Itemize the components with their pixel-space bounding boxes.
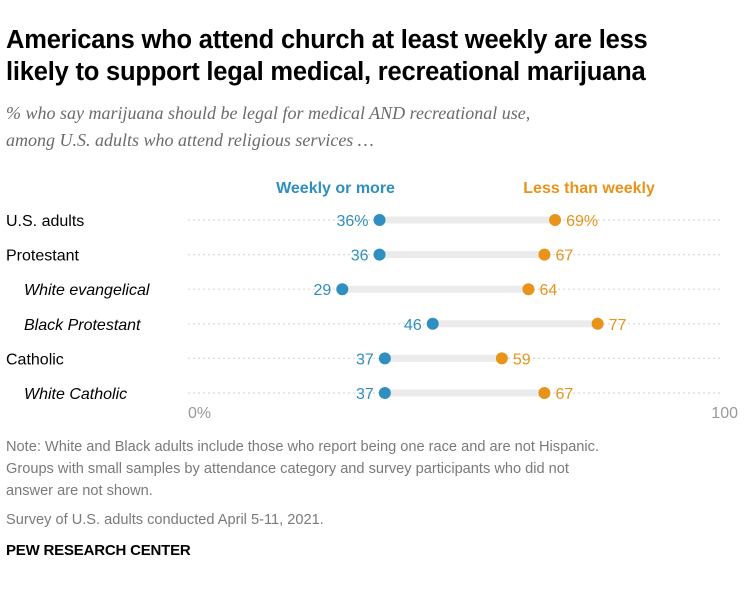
range-bar-protestant — [379, 251, 545, 259]
value-label-weekly-u-s-adults: 36% — [336, 213, 368, 230]
note-line-1: Note: White and Black adults include tho… — [6, 439, 600, 455]
dot-weekly-black-protestant — [426, 317, 439, 330]
value-label-less-than-weekly-white-catholic: 67 — [555, 386, 573, 403]
dot-weekly-white-catholic — [378, 387, 391, 399]
value-label-weekly-black-protestant: 46 — [404, 317, 422, 334]
axis-tick-label-max: 100 — [711, 405, 738, 422]
axis-tick-label-min: 0% — [188, 405, 211, 422]
legend-less-than-weekly: Less than weekly — [523, 180, 655, 197]
dot-less-than-weekly-white-catholic — [538, 387, 551, 399]
category-label-u-s-adults: U.S. adults — [6, 213, 84, 230]
dot-less-than-weekly-protestant — [538, 248, 551, 261]
legend-weekly-or-more: Weekly or more — [276, 180, 395, 197]
category-label-catholic: Catholic — [6, 351, 64, 368]
note-line-3: answer are not shown. — [6, 483, 153, 499]
value-label-less-than-weekly-protestant: 67 — [555, 248, 573, 265]
dot-less-than-weekly-white-evangelical — [522, 283, 535, 296]
value-label-less-than-weekly-white-evangelical: 64 — [539, 282, 557, 299]
chart-title-line-2: likely to support legal medical, recreat… — [6, 58, 646, 86]
value-label-weekly-protestant: 36 — [351, 248, 369, 265]
value-label-less-than-weekly-black-protestant: 77 — [609, 317, 627, 334]
range-bar-u-s-adults — [379, 216, 556, 224]
category-label-white-evangelical: White evangelical — [24, 282, 150, 299]
chart-subtitle: % who say marijuana should be legal for … — [6, 100, 741, 154]
value-label-weekly-catholic: 37 — [356, 351, 374, 368]
dot-weekly-catholic — [378, 352, 391, 365]
dot-weekly-protestant — [373, 248, 386, 261]
note-line-2: Groups with small samples by attendance … — [6, 461, 569, 477]
chart-source: Survey of U.S. adults conducted April 5-… — [6, 512, 324, 528]
range-bar-black-protestant — [432, 320, 598, 328]
value-label-less-than-weekly-catholic: 59 — [513, 351, 531, 368]
dot-weekly-white-evangelical — [336, 283, 349, 296]
chart-title-line-1: Americans who attend church at least wee… — [6, 26, 648, 54]
dot-plot-chart: Weekly or more Less than weekly U.S. adult… — [6, 180, 738, 422]
dot-less-than-weekly-black-protestant — [591, 317, 604, 330]
category-label-protestant: Protestant — [6, 248, 79, 265]
dot-less-than-weekly-catholic — [495, 352, 508, 365]
chart-note: Note: White and Black adults include tho… — [6, 436, 741, 502]
chart-subtitle-line-1: % who say marijuana should be legal for … — [6, 103, 531, 123]
category-label-white-catholic: White Catholic — [24, 386, 127, 403]
value-label-weekly-white-catholic: 37 — [356, 386, 374, 403]
chart-subtitle-line-2: among U.S. adults who attend religious s… — [6, 130, 374, 150]
dot-less-than-weekly-u-s-adults — [549, 214, 562, 226]
range-bar-catholic — [384, 354, 502, 362]
dot-weekly-u-s-adults — [373, 214, 386, 226]
pew-research-center-logo: PEW RESEARCH CENTER — [6, 542, 191, 559]
value-label-weekly-white-evangelical: 29 — [313, 282, 331, 299]
category-label-black-protestant: Black Protestant — [24, 317, 141, 334]
range-bar-white-catholic — [384, 389, 545, 397]
chart-title: Americans who attend church at least wee… — [6, 24, 741, 88]
range-bar-white-evangelical — [342, 285, 529, 293]
value-label-less-than-weekly-u-s-adults: 69% — [566, 213, 598, 230]
